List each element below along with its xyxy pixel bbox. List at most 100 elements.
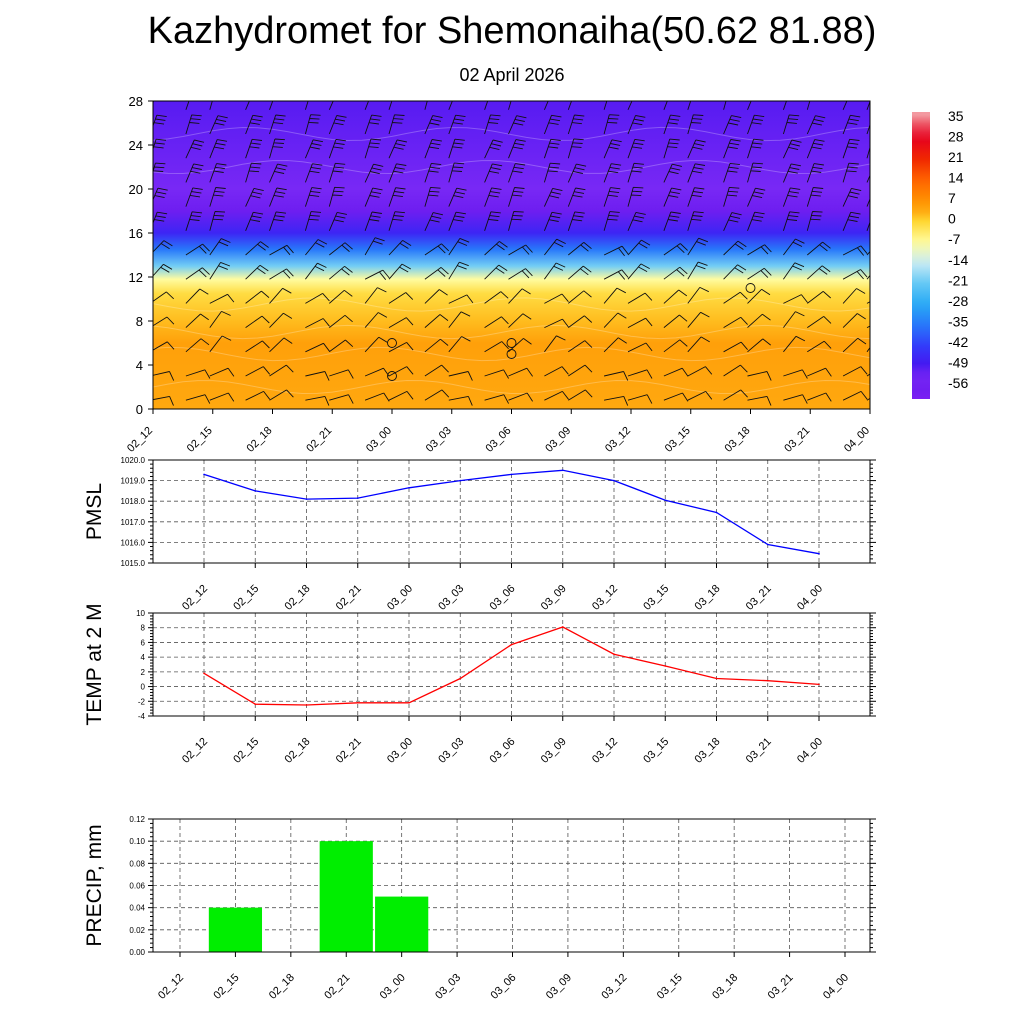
- x-tick-label: 03_00: [378, 972, 408, 1002]
- colorbar-label: 7: [948, 190, 956, 206]
- y-axis-label: TEMP at 2 M: [83, 603, 106, 725]
- wind-barb: [568, 242, 592, 256]
- y-tick-label: 1018.0: [121, 497, 146, 506]
- wind-barb: [364, 392, 390, 402]
- wind-barb: [603, 139, 622, 159]
- grid-lines: [153, 612, 870, 717]
- y-tick-label: 8: [136, 314, 143, 329]
- x-tick-label: 03_09: [543, 425, 573, 455]
- wind-barb: [866, 373, 870, 377]
- wind-barb: [627, 369, 653, 379]
- wind-barb: [783, 294, 808, 304]
- wind-barb: [388, 240, 412, 256]
- wind-barb: [304, 187, 322, 207]
- wind-barb: [568, 290, 592, 304]
- data-point: [356, 701, 359, 704]
- wind-barb: [866, 346, 870, 353]
- colorbar-label: -42: [948, 334, 968, 350]
- y-tick-label: 0.02: [129, 926, 145, 935]
- x-tick-label: 02_15: [211, 972, 241, 1002]
- wind-barb: [269, 364, 294, 377]
- wind-barb: [567, 114, 585, 135]
- x-tick-label: 03_06: [489, 972, 519, 1002]
- wind-barb: [603, 269, 629, 280]
- data-point: [715, 677, 718, 680]
- wind-barb: [388, 317, 414, 328]
- wind-barb: [424, 389, 450, 401]
- x-tick-label: 03_12: [590, 583, 620, 613]
- x-tick-label: 03_12: [603, 425, 633, 455]
- wind-barb: [687, 286, 709, 304]
- wind-barb: [424, 243, 450, 256]
- wind-barb: [424, 186, 441, 207]
- wind-barb: [424, 314, 449, 328]
- wind-barb: [687, 211, 704, 231]
- wind-barb: [245, 241, 269, 256]
- wind-barb: [723, 316, 748, 328]
- wind-barb: [806, 115, 826, 135]
- wind-barb: [687, 390, 713, 401]
- wind-barb: [687, 366, 713, 377]
- y-tick-label: 0: [141, 683, 146, 692]
- wind-barb: [448, 371, 473, 381]
- wind-barb: [782, 139, 802, 159]
- y-tick-label: 2: [141, 668, 146, 677]
- wind-barb: [388, 263, 412, 280]
- wind-barb: [842, 313, 866, 328]
- wind-barb: [245, 187, 264, 207]
- wind-barb: [567, 138, 584, 159]
- wind-barb: [185, 288, 209, 304]
- colorbar-label: -49: [948, 354, 968, 370]
- x-tick-label: 03_00: [385, 583, 415, 613]
- y-tick-label: 0: [136, 402, 143, 417]
- wind-barb: [508, 163, 526, 183]
- wind-barb: [364, 269, 390, 280]
- y-tick-label: 1016.0: [121, 538, 146, 547]
- wind-barbs: [153, 101, 870, 406]
- wind-barb: [388, 390, 414, 401]
- wind-barb: [185, 243, 210, 256]
- wind-barb: [842, 366, 868, 377]
- x-tick-label: 03_03: [424, 425, 454, 455]
- wind-barb: [269, 312, 293, 328]
- x-tick-label: 02_12: [180, 583, 210, 613]
- wind-barb: [153, 291, 175, 302]
- wind-barb: [782, 114, 800, 135]
- y-tick-label: 6: [141, 638, 146, 647]
- wind-barb: [305, 239, 328, 256]
- pmsl-panel: 1015.0 1016.0 1017.0 1018.0 1019.0 1020.0 PMSL…: [83, 456, 876, 613]
- wind-barb: [806, 265, 831, 280]
- wind-barb: [807, 316, 832, 328]
- wind-barb: [723, 389, 748, 401]
- wind-barb: [304, 211, 322, 231]
- x-tick-label: 02_18: [283, 583, 313, 613]
- wind-barb: [723, 115, 742, 135]
- wind-barb: [364, 367, 390, 377]
- grid-lines: [153, 459, 870, 564]
- wind-barb: [484, 394, 509, 404]
- wind-barb: [663, 314, 688, 328]
- x-tick-label: 03_18: [723, 425, 753, 455]
- data-point: [561, 626, 564, 628]
- wind-barb: [783, 335, 806, 353]
- wind-barb: [448, 138, 465, 159]
- wind-barb: [866, 274, 870, 280]
- x-tick-label: 03_03: [436, 583, 466, 613]
- wind-barb: [723, 240, 747, 256]
- wind-barb: [747, 313, 771, 328]
- x-tick-label: 02_18: [283, 736, 313, 766]
- x-tick-label: 03_06: [488, 583, 518, 613]
- wind-barb: [424, 139, 442, 159]
- wind-barb: [567, 211, 585, 231]
- wind-barb: [544, 335, 566, 353]
- wind-barb: [508, 211, 524, 231]
- wind-barb: [269, 244, 294, 256]
- wind-barb: [209, 367, 235, 377]
- wind-barb: [329, 314, 353, 328]
- wind-barb: [328, 211, 347, 231]
- x-tick-label: 03_18: [693, 583, 723, 613]
- y-tick-label: 24: [129, 138, 143, 153]
- wind-barb: [329, 369, 354, 379]
- wind-barb: [185, 394, 211, 404]
